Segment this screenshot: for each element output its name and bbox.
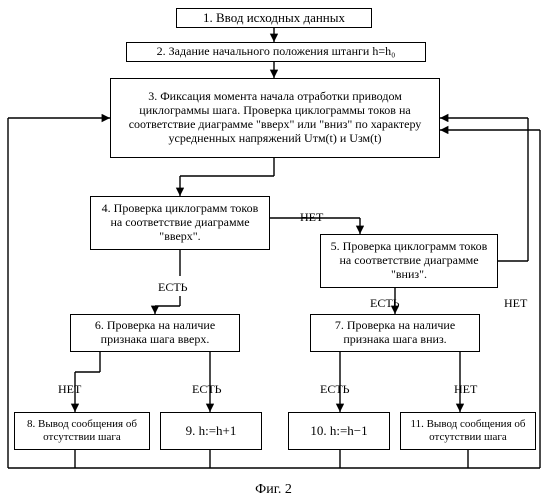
node-5-text: 5. Проверка циклограмм токов на соответс… <box>325 240 493 281</box>
node-3: 3. Фиксация момента начала отработки при… <box>110 78 440 158</box>
edge-label-net-6: НЕТ <box>58 382 81 397</box>
node-6: 6. Проверка на наличие признака шага вве… <box>70 314 240 352</box>
node-7: 7. Проверка на наличие признака шага вни… <box>310 314 480 352</box>
node-1: 1. Ввод исходных данных <box>176 8 372 28</box>
node-7-text: 7. Проверка на наличие признака шага вни… <box>315 319 475 347</box>
edge-label-net-5: НЕТ <box>504 296 527 311</box>
node-8: 8. Вывод сообщения об отсутствии шага <box>14 412 150 450</box>
edge-label-net-7: НЕТ <box>454 382 477 397</box>
node-2-text: 2. Задание начального положения штанги h… <box>157 45 396 59</box>
edge-label-net-4-5: НЕТ <box>300 210 323 225</box>
edge-label-est-4-6: ЕСТЬ <box>158 280 188 295</box>
node-2: 2. Задание начального положения штанги h… <box>126 42 426 62</box>
figure-caption: Фиг. 2 <box>0 482 547 498</box>
node-10: 10. h:=h−1 <box>288 412 390 450</box>
node-3-text: 3. Фиксация момента начала отработки при… <box>115 90 435 145</box>
node-5: 5. Проверка циклограмм токов на соответс… <box>320 234 498 288</box>
node-11-text: 11. Вывод сообщения об отсутствии шага <box>405 418 531 443</box>
node-4-text: 4. Проверка циклограмм токов на соответс… <box>95 202 265 243</box>
node-6-text: 6. Проверка на наличие признака шага вве… <box>75 319 235 347</box>
edge-label-est-7: ЕСТЬ <box>320 382 350 397</box>
node-9: 9. h:=h+1 <box>160 412 262 450</box>
node-8-text: 8. Вывод сообщения об отсутствии шага <box>19 418 145 443</box>
edge-label-est-6: ЕСТЬ <box>192 382 222 397</box>
node-1-text: 1. Ввод исходных данных <box>203 11 345 26</box>
node-11: 11. Вывод сообщения об отсутствии шага <box>400 412 536 450</box>
node-4: 4. Проверка циклограмм токов на соответс… <box>90 196 270 250</box>
edge-label-est-5-7: ЕСТЬ <box>370 296 400 311</box>
node-9-text: 9. h:=h+1 <box>186 424 237 439</box>
node-10-text: 10. h:=h−1 <box>310 424 367 439</box>
